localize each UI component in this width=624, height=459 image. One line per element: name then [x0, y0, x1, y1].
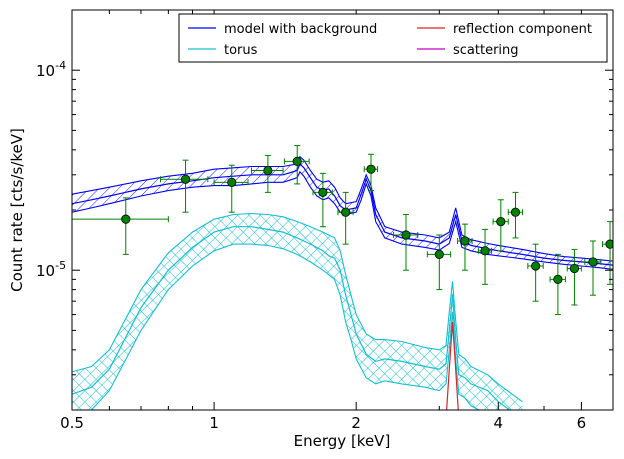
legend-label-reflection: reflection component: [453, 22, 592, 37]
series-layer: [72, 155, 613, 410]
data-point-marker: [341, 207, 351, 217]
x-tick-label: 4: [494, 414, 504, 432]
data-point-marker: [510, 207, 521, 217]
data-point: [549, 253, 566, 316]
data-point: [284, 145, 310, 185]
x-tick-label: 0.5: [60, 414, 84, 432]
x-tick-label: 6: [577, 414, 587, 432]
y-tick-label: 10-4: [36, 59, 66, 80]
data-point: [477, 228, 493, 285]
data-point: [213, 164, 249, 213]
torus-band: [72, 213, 523, 410]
data-point-marker: [434, 249, 444, 259]
data-point-marker: [588, 257, 598, 267]
legend-box: [178, 13, 608, 63]
y-tick-label: 10-5: [36, 259, 66, 280]
data-points-layer: [72, 145, 613, 316]
x-tick-label: 1: [209, 414, 219, 432]
data-point: [601, 221, 613, 285]
legend-label-torus: torus: [224, 43, 258, 58]
data-point: [492, 199, 509, 252]
data-point-marker: [366, 164, 376, 174]
torus-upper-line: [72, 212, 523, 403]
data-point-marker: [318, 187, 328, 197]
data-point: [160, 159, 209, 213]
model-with-background-line: [72, 162, 613, 266]
data-point-marker: [553, 274, 563, 284]
data-point-marker: [121, 214, 131, 224]
data-point: [566, 248, 582, 306]
data-point: [250, 154, 284, 193]
data-point-marker: [227, 177, 237, 187]
x-tick-label: 2: [351, 414, 361, 432]
ticks-layer: 0.5 1 2 4 6 10-5 10-4: [36, 9, 614, 432]
reflection-component-line: [446, 322, 459, 410]
data-point-marker: [263, 165, 273, 176]
data-point-marker: [401, 230, 411, 240]
data-point: [527, 243, 544, 302]
data-point: [393, 213, 419, 271]
y-axis-title: Count rate [cts/s/keV]: [8, 128, 26, 292]
data-point-marker: [531, 261, 541, 271]
data-point-marker: [180, 174, 191, 184]
model-with-background-upper-line: [72, 155, 613, 262]
data-point: [457, 223, 473, 271]
data-point: [337, 191, 354, 245]
data-point: [72, 197, 169, 255]
data-point: [312, 172, 333, 228]
x-axis-title: Energy [keV]: [294, 432, 391, 450]
torus-lower-line: [89, 243, 481, 410]
data-point-marker: [480, 246, 490, 256]
data-point-marker: [605, 239, 613, 249]
data-point: [426, 234, 452, 291]
legend: model with background torus reflection c…: [178, 13, 608, 63]
data-point-marker: [569, 263, 580, 274]
data-point: [363, 153, 379, 192]
data-point-marker: [460, 236, 470, 246]
data-point: [507, 191, 523, 239]
data-point-marker: [292, 156, 302, 166]
legend-label-model: model with background: [224, 22, 377, 37]
legend-label-scattering: scattering: [453, 43, 519, 58]
data-point-marker: [496, 216, 506, 227]
data-point: [584, 240, 602, 296]
torus-line: [72, 226, 511, 410]
